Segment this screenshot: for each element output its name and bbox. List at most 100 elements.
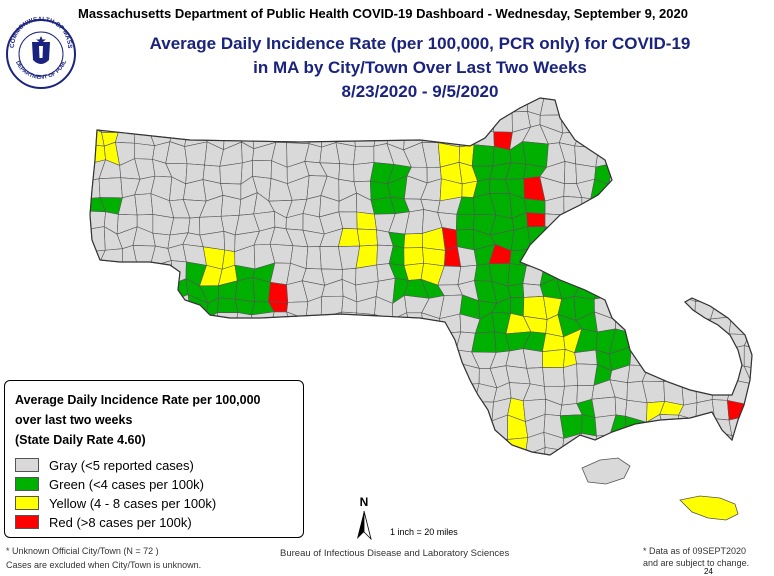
town-cell: [403, 350, 426, 370]
map-title-line-2: in MA by City/Town Over Last Two Weeks: [253, 58, 587, 77]
town-cell: [744, 503, 765, 524]
town-cell: [389, 381, 406, 405]
svg-text:N: N: [360, 495, 369, 509]
town-cell: [713, 534, 734, 540]
town-cell: [137, 328, 157, 354]
town-cell: [524, 465, 546, 489]
town-cell: [134, 193, 154, 216]
town-cell: [116, 312, 141, 334]
town-cell: [609, 433, 630, 455]
town-cell: [713, 363, 734, 383]
town-cell: [709, 175, 736, 201]
town-cell: [137, 311, 157, 334]
town-cell: [716, 112, 731, 126]
town-cell: [596, 126, 613, 149]
town-cell: [131, 98, 156, 113]
town-cell: [492, 500, 512, 521]
town-cell: [403, 396, 428, 422]
town-cell: [471, 98, 494, 117]
town-cell: [761, 415, 774, 436]
town-cell: [284, 98, 307, 114]
town-cell: [614, 518, 631, 539]
town-cell: [642, 483, 668, 508]
town-cell: [628, 98, 645, 115]
town-cell: [120, 279, 139, 301]
town-cell: [510, 297, 525, 317]
town-cell: [234, 277, 256, 303]
town-cell: [559, 230, 580, 253]
town-cell: [679, 111, 697, 127]
town-cell: [101, 113, 119, 133]
town-cell: [699, 147, 717, 161]
town-cell: [615, 311, 628, 332]
town-cell: [732, 523, 750, 538]
town-cell: [676, 160, 702, 180]
town-cell: [578, 209, 598, 231]
town-cell: [352, 113, 379, 131]
town-cell: [746, 379, 752, 405]
town-cell: [403, 247, 424, 266]
town-cell: [386, 346, 410, 365]
town-cell: [185, 110, 207, 134]
town-cell: [729, 282, 752, 304]
town-cell: [660, 159, 681, 180]
town-cell: [659, 124, 685, 146]
town-cell: [473, 417, 493, 438]
town-cell: [747, 282, 752, 304]
town-cell: [715, 213, 735, 234]
town-cell: [495, 482, 507, 503]
town-cell: [695, 399, 716, 421]
map-date-range: 8/23/2020 - 9/5/2020: [341, 82, 499, 101]
town-cell: [658, 345, 684, 372]
town-cell: [542, 348, 566, 368]
town-cell: [189, 347, 208, 367]
town-cell: [608, 262, 630, 286]
town-cell: [493, 111, 513, 133]
town-cell: [90, 260, 100, 285]
excluded-cases-note: Cases are excluded when City/Town is unk…: [6, 560, 202, 570]
town-cell: [743, 213, 752, 236]
town-cell: [659, 261, 682, 287]
town-cell: [746, 314, 752, 336]
legend-label-red: Red (>8 cases per 100k): [49, 515, 192, 530]
town-cell: [608, 98, 631, 115]
town-cell: [729, 124, 748, 149]
town-cell: [727, 144, 747, 168]
town-cell: [421, 381, 443, 406]
town-cell: [629, 466, 646, 489]
town-cell: [318, 397, 345, 418]
town-cell: [374, 314, 393, 338]
town-cell: [765, 247, 774, 269]
town-cell: [352, 98, 377, 115]
town-cell: [526, 212, 546, 228]
town-cell: [353, 398, 378, 419]
town-cell: [729, 302, 752, 318]
town-cell: [138, 298, 156, 320]
town-cell: [506, 503, 527, 517]
town-cell: [642, 98, 666, 110]
town-cell: [390, 499, 409, 519]
town-cell: [321, 347, 342, 367]
subject-to-change-note: and are subject to change.: [643, 558, 750, 568]
town-cell: [733, 449, 748, 455]
town-cell: [694, 249, 718, 269]
town-cell: [679, 144, 702, 166]
town-cell: [421, 399, 443, 422]
town-cell: [710, 299, 732, 320]
town-cell: [456, 98, 477, 117]
town-cell: [353, 380, 375, 402]
town-cell: [727, 98, 750, 117]
town-cell: [199, 108, 226, 134]
town-cell: [353, 145, 375, 165]
town-cell: [506, 454, 526, 455]
town-cell: [524, 198, 546, 215]
town-cell: [744, 482, 766, 504]
town-cell: [763, 450, 774, 468]
town-cell: [581, 414, 597, 437]
town-cell: [660, 523, 680, 540]
town-cell: [440, 501, 457, 518]
town-cell: [372, 468, 390, 488]
town-cell: [642, 213, 665, 234]
town-cell: [136, 351, 154, 369]
town-cell: [663, 175, 685, 202]
